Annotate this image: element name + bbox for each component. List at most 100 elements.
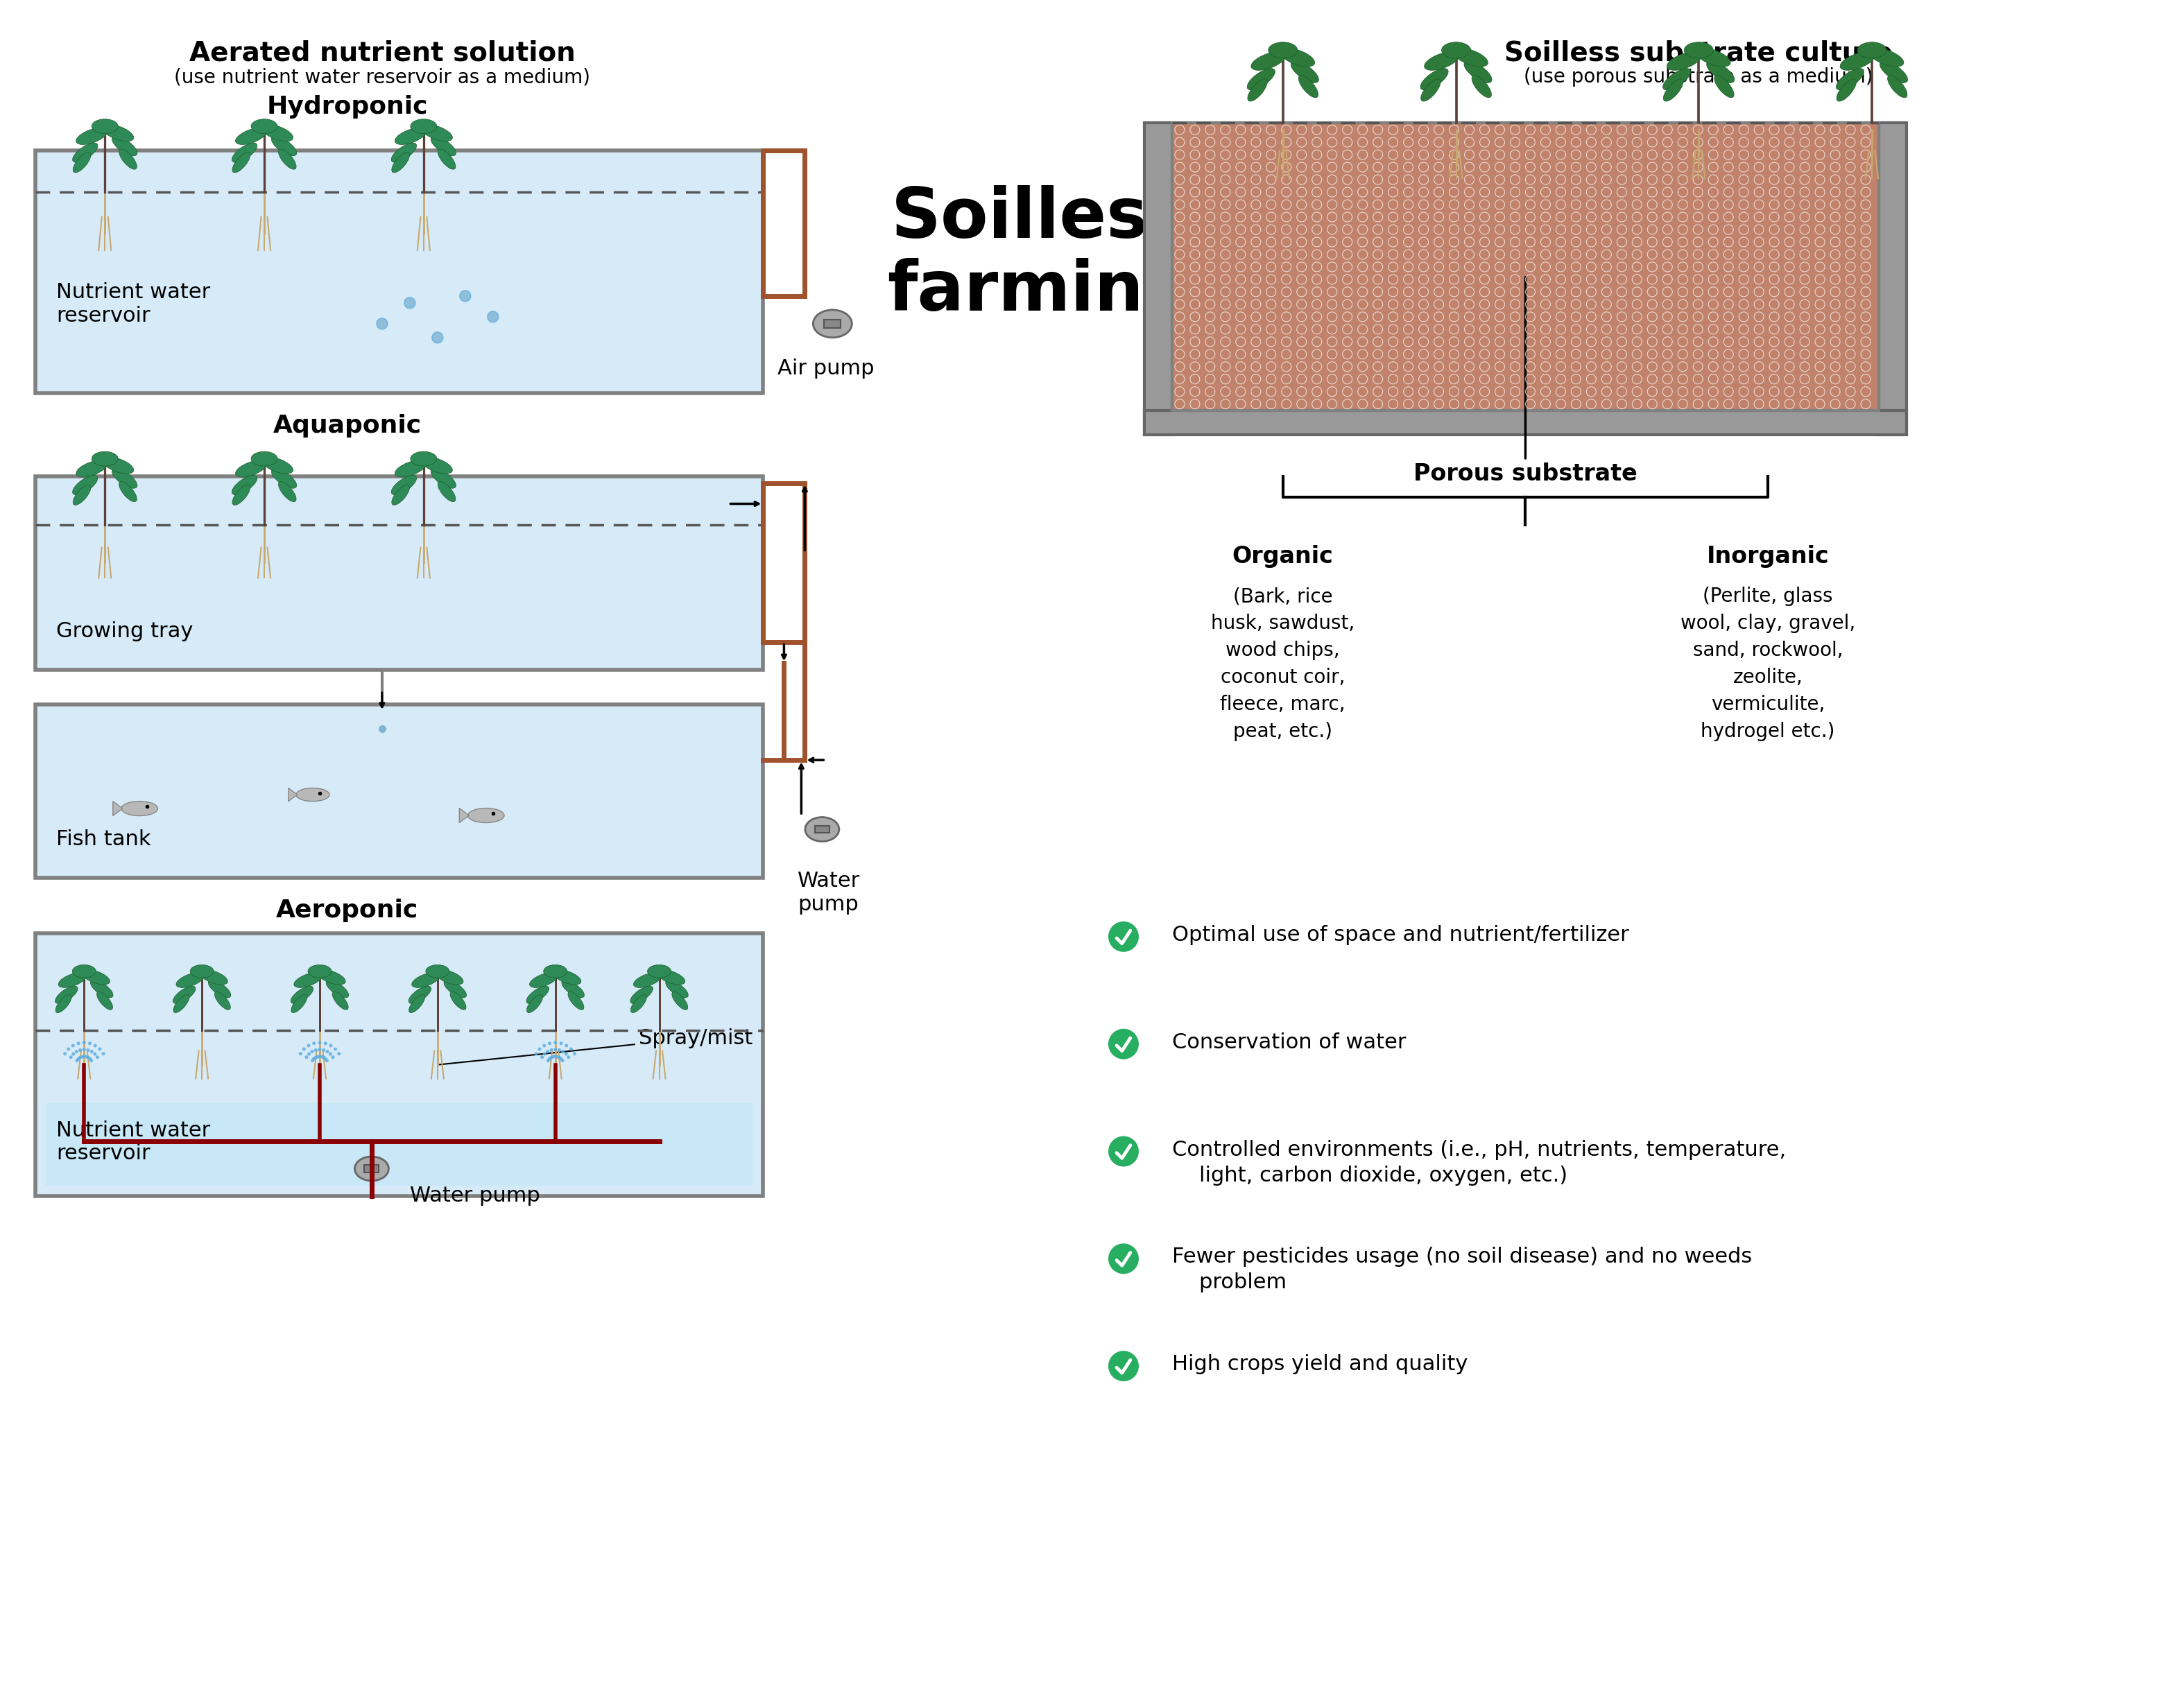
Ellipse shape — [1452, 47, 1487, 66]
Ellipse shape — [92, 451, 118, 466]
Circle shape — [319, 1048, 321, 1052]
Ellipse shape — [526, 985, 548, 1004]
Text: Nutrient water
reservoir: Nutrient water reservoir — [57, 282, 210, 326]
Ellipse shape — [437, 149, 456, 170]
Ellipse shape — [391, 475, 417, 495]
Ellipse shape — [72, 475, 98, 495]
Text: Controlled environments (i.e., pH, nutrients, temperature,
    light, carbon dio: Controlled environments (i.e., pH, nutri… — [1173, 1140, 1787, 1186]
Circle shape — [299, 1052, 301, 1055]
Circle shape — [1107, 1350, 1138, 1381]
Ellipse shape — [673, 992, 688, 1009]
Circle shape — [90, 1050, 94, 1053]
Ellipse shape — [262, 456, 293, 473]
Ellipse shape — [1251, 53, 1286, 70]
Ellipse shape — [122, 801, 157, 816]
Circle shape — [314, 1048, 317, 1052]
Ellipse shape — [96, 992, 114, 1009]
Text: Nutrient water
reservoir: Nutrient water reservoir — [57, 1119, 210, 1163]
Polygon shape — [288, 789, 297, 801]
Circle shape — [376, 319, 387, 329]
Circle shape — [548, 1041, 550, 1045]
Ellipse shape — [806, 817, 839, 841]
Text: Growing tray: Growing tray — [57, 621, 194, 641]
Circle shape — [319, 1041, 321, 1045]
Ellipse shape — [1662, 68, 1690, 90]
Ellipse shape — [297, 789, 330, 801]
Ellipse shape — [1714, 75, 1734, 98]
Ellipse shape — [1684, 42, 1712, 58]
Circle shape — [72, 1043, 74, 1048]
FancyBboxPatch shape — [1144, 122, 1173, 434]
Circle shape — [557, 1057, 561, 1060]
Circle shape — [83, 1041, 85, 1045]
Circle shape — [559, 1041, 563, 1045]
Circle shape — [63, 1052, 68, 1055]
Ellipse shape — [232, 142, 258, 163]
Ellipse shape — [568, 992, 583, 1009]
Circle shape — [334, 1048, 336, 1052]
Ellipse shape — [413, 972, 439, 987]
Circle shape — [572, 1052, 577, 1055]
Ellipse shape — [83, 970, 109, 985]
Circle shape — [87, 1057, 90, 1060]
Ellipse shape — [529, 972, 557, 987]
Ellipse shape — [72, 153, 92, 173]
Circle shape — [94, 1052, 96, 1055]
Ellipse shape — [631, 994, 646, 1013]
Ellipse shape — [561, 980, 585, 997]
Circle shape — [550, 1057, 553, 1060]
Ellipse shape — [553, 970, 581, 985]
Ellipse shape — [90, 980, 114, 997]
Circle shape — [70, 1055, 72, 1058]
Ellipse shape — [1422, 80, 1441, 102]
Circle shape — [1107, 1136, 1138, 1167]
Ellipse shape — [120, 149, 138, 170]
Ellipse shape — [290, 985, 312, 1004]
Circle shape — [323, 1057, 328, 1060]
Ellipse shape — [1664, 80, 1684, 102]
Circle shape — [487, 312, 498, 322]
Circle shape — [314, 1057, 317, 1060]
Ellipse shape — [391, 485, 411, 505]
Circle shape — [557, 1048, 561, 1052]
FancyBboxPatch shape — [823, 319, 841, 327]
Ellipse shape — [76, 127, 107, 144]
FancyBboxPatch shape — [1878, 122, 1907, 434]
Circle shape — [90, 1058, 94, 1062]
Ellipse shape — [1837, 68, 1863, 90]
Ellipse shape — [332, 992, 347, 1009]
Ellipse shape — [646, 965, 670, 979]
Ellipse shape — [290, 994, 308, 1013]
Text: Soilless substrate culture: Soilless substrate culture — [1505, 39, 1894, 66]
Ellipse shape — [1247, 80, 1267, 102]
Circle shape — [544, 1052, 546, 1055]
Ellipse shape — [271, 136, 297, 156]
Circle shape — [312, 1057, 314, 1060]
Circle shape — [325, 1058, 328, 1062]
Ellipse shape — [1424, 53, 1459, 70]
Ellipse shape — [232, 153, 251, 173]
Circle shape — [321, 1048, 325, 1052]
Ellipse shape — [422, 124, 452, 141]
Circle shape — [81, 1055, 83, 1058]
Text: Air pump: Air pump — [778, 358, 874, 378]
Ellipse shape — [295, 972, 321, 987]
Ellipse shape — [214, 992, 232, 1009]
Polygon shape — [114, 801, 122, 816]
Text: (use nutrient water reservoir as a medium): (use nutrient water reservoir as a mediu… — [175, 68, 590, 86]
Ellipse shape — [1666, 53, 1701, 70]
Circle shape — [323, 1057, 325, 1060]
Ellipse shape — [631, 985, 653, 1004]
Ellipse shape — [411, 451, 437, 466]
Ellipse shape — [1880, 61, 1907, 83]
Ellipse shape — [251, 451, 277, 466]
Ellipse shape — [236, 460, 266, 477]
Circle shape — [87, 1041, 92, 1045]
Circle shape — [317, 1055, 319, 1058]
Ellipse shape — [72, 485, 92, 505]
Ellipse shape — [199, 970, 227, 985]
Text: Organic: Organic — [1232, 546, 1334, 568]
Ellipse shape — [177, 972, 203, 987]
Circle shape — [548, 1057, 550, 1060]
Circle shape — [310, 1058, 314, 1062]
